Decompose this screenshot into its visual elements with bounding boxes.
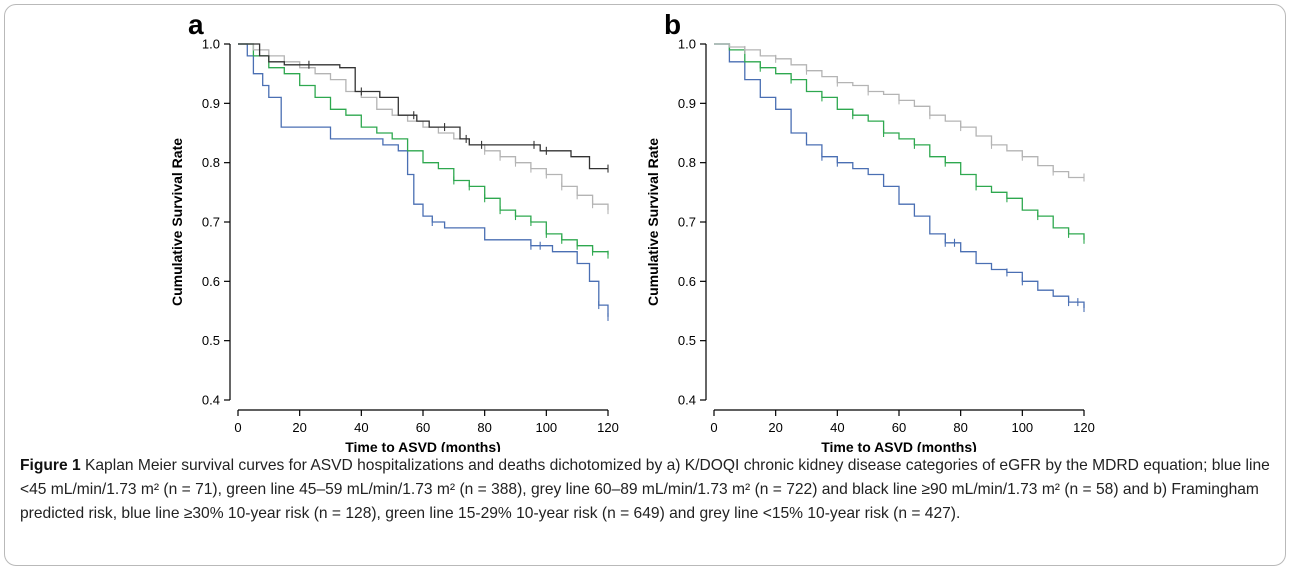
y-tick-label: 0.9 [202, 96, 220, 111]
x-tick-label: 20 [292, 420, 306, 435]
y-tick-label: 0.4 [202, 393, 220, 408]
x-tick-label: 40 [354, 420, 368, 435]
y-tick-label: 1.0 [202, 37, 220, 52]
y-tick-label: 0.4 [678, 393, 696, 408]
survival-curve [714, 43, 1085, 308]
x-tick-label: 40 [830, 420, 844, 435]
x-tick-label: 80 [477, 420, 491, 435]
y-tick-label: 0.6 [202, 274, 220, 289]
chart-panel-b: b 0.4 0.5 0.6 0.7 0.8 0.9 1.0 0 20 40 60 80 100 120 Tim… [645, 9, 1095, 452]
y-tick-label: 1.0 [678, 37, 696, 52]
x-axis-title: Time to ASVD (months) [821, 439, 977, 452]
caption-text: Kaplan Meier survival curves for ASVD ho… [20, 457, 1270, 522]
x-axis-title: Time to ASVD (months) [345, 439, 501, 452]
y-tick-label: 0.7 [678, 215, 696, 230]
x-tick-label: 60 [416, 420, 430, 435]
x-tick-label: 120 [597, 420, 619, 435]
y-tick-label: 0.5 [202, 333, 220, 348]
panel-letter: b [664, 9, 681, 40]
x-tick-label: 120 [1073, 420, 1095, 435]
y-tick-label: 0.5 [678, 333, 696, 348]
survival-curve [238, 43, 609, 317]
y-tick-label: 0.9 [678, 96, 696, 111]
figure-caption: Figure 1 Kaplan Meier survival curves fo… [20, 454, 1270, 526]
figure-frame [4, 4, 1286, 566]
survival-curve [714, 43, 1085, 240]
y-tick-label: 0.6 [678, 274, 696, 289]
y-axis-title: Cumulative Survival Rate [169, 138, 185, 306]
y-tick-label: 0.7 [202, 215, 220, 230]
survival-curve [714, 43, 1084, 179]
survival-curve [238, 43, 609, 255]
x-tick-label: 0 [710, 420, 717, 435]
x-tick-label: 0 [234, 420, 241, 435]
y-tick-label: 0.8 [678, 155, 696, 170]
chart-panel-a: a 0.4 0.5 0.6 0.7 0.8 0.9 1.0 0 20 40 60 80 100 120 Tim… [169, 9, 619, 452]
survival-curve [238, 43, 608, 170]
x-tick-label: 60 [892, 420, 906, 435]
figure-label: Figure 1 [20, 457, 81, 474]
x-tick-label: 100 [535, 420, 557, 435]
panel-letter: a [188, 9, 204, 40]
x-tick-label: 100 [1011, 420, 1033, 435]
x-tick-label: 20 [768, 420, 782, 435]
y-tick-label: 0.8 [202, 155, 220, 170]
x-tick-label: 80 [953, 420, 967, 435]
y-axis-title: Cumulative Survival Rate [645, 138, 661, 306]
